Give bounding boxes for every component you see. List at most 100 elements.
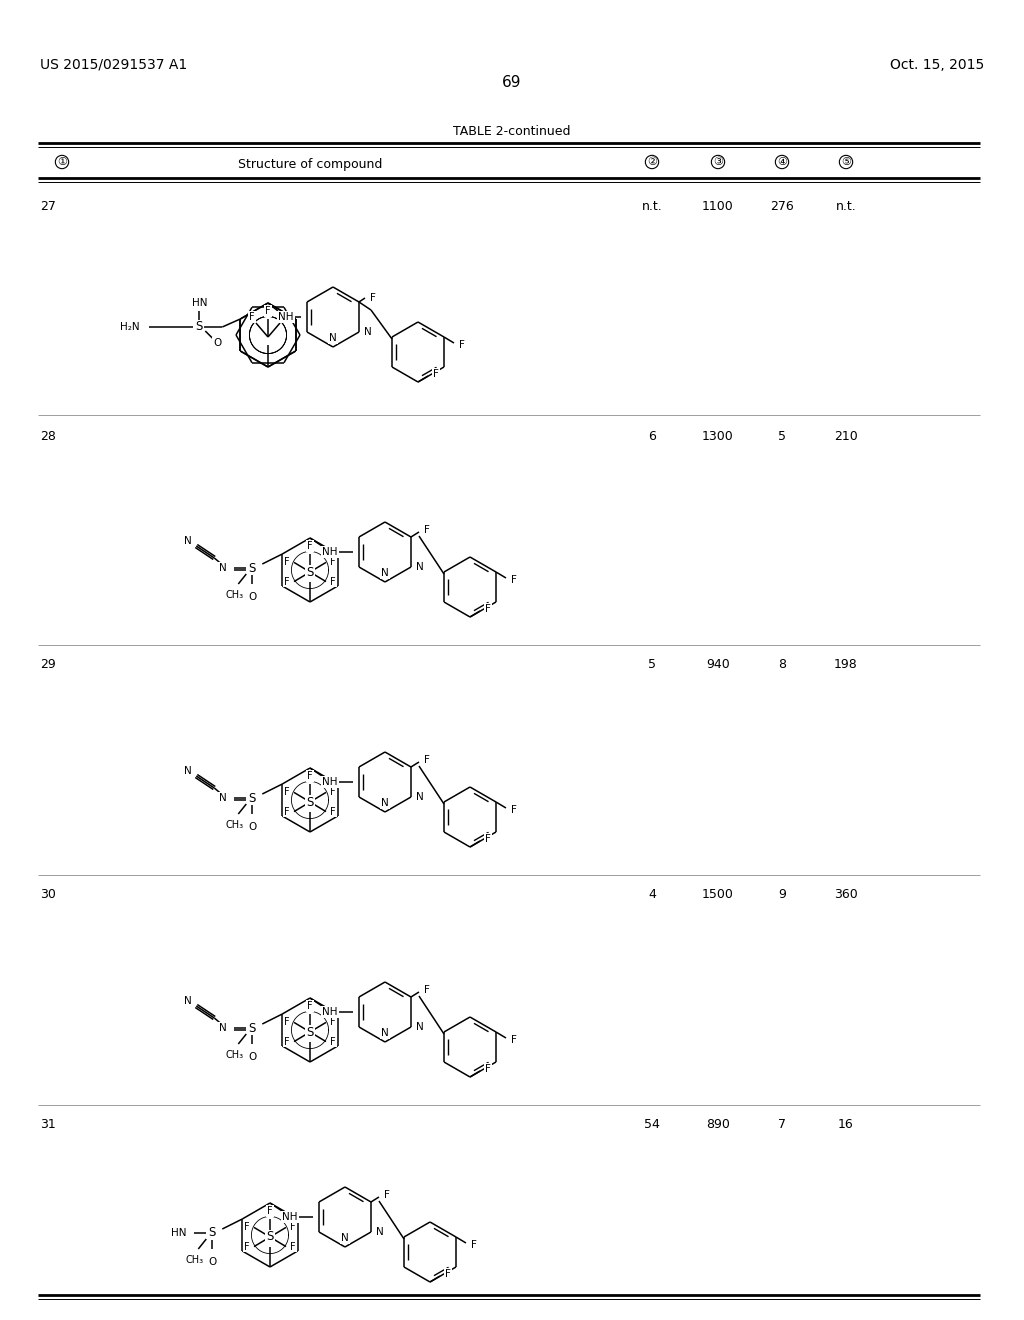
Text: NH: NH (283, 1212, 298, 1222)
Text: S: S (196, 321, 203, 334)
Text: F: F (471, 1239, 477, 1250)
Text: ④: ④ (777, 157, 787, 168)
Text: F: F (285, 807, 290, 817)
Text: 30: 30 (40, 888, 56, 902)
Text: 1300: 1300 (702, 430, 734, 444)
Text: HN: HN (191, 298, 207, 308)
Text: S: S (306, 1026, 313, 1039)
Text: NH: NH (323, 777, 338, 787)
Text: 16: 16 (838, 1118, 854, 1131)
Text: H₂N: H₂N (120, 322, 139, 333)
Text: 7: 7 (778, 1118, 786, 1131)
Text: F: F (285, 557, 290, 568)
Text: F: F (330, 577, 336, 586)
Text: 6: 6 (648, 430, 656, 444)
Text: F: F (370, 293, 376, 304)
Text: Oct. 15, 2015: Oct. 15, 2015 (890, 58, 984, 73)
Text: F: F (267, 1206, 272, 1216)
Text: N: N (184, 766, 193, 776)
Text: F: F (485, 834, 490, 843)
Text: F: F (384, 1191, 390, 1200)
Text: F: F (424, 985, 430, 995)
Text: NH: NH (323, 546, 338, 557)
Text: N: N (416, 1022, 424, 1032)
Text: S: S (306, 796, 313, 808)
Text: 69: 69 (502, 75, 522, 90)
Text: 8: 8 (778, 657, 786, 671)
Text: 1500: 1500 (702, 888, 734, 902)
Text: S: S (306, 565, 313, 578)
Text: F: F (244, 1242, 250, 1251)
Text: 29: 29 (40, 657, 55, 671)
Text: 940: 940 (707, 657, 730, 671)
Text: F: F (424, 755, 430, 766)
Text: F: F (249, 312, 255, 322)
Text: N: N (218, 564, 226, 573)
Text: US 2015/0291537 A1: US 2015/0291537 A1 (40, 58, 187, 73)
Text: N: N (184, 997, 193, 1006)
Text: F: F (285, 577, 290, 586)
Text: F: F (244, 1222, 250, 1233)
Text: F: F (285, 788, 290, 797)
Text: 5: 5 (778, 430, 786, 444)
Text: 54: 54 (644, 1118, 659, 1131)
Text: F: F (290, 1242, 296, 1251)
Text: S: S (209, 1226, 216, 1239)
Text: F: F (290, 1222, 296, 1233)
Text: HN: HN (171, 1228, 186, 1238)
Text: F: F (485, 605, 490, 614)
Text: F: F (433, 370, 439, 379)
Text: N: N (381, 568, 389, 578)
Text: ②: ② (647, 157, 657, 168)
Text: F: F (265, 306, 270, 315)
Text: F: F (285, 1018, 290, 1027)
Text: S: S (249, 792, 256, 804)
Text: CH₃: CH₃ (185, 1255, 204, 1265)
Text: N: N (381, 1028, 389, 1038)
Text: TABLE 2-continued: TABLE 2-continued (454, 125, 570, 139)
Text: N: N (341, 1233, 349, 1243)
Text: N: N (184, 536, 193, 546)
Text: n.t.: n.t. (836, 201, 856, 213)
Text: F: F (282, 312, 287, 322)
Text: F: F (330, 807, 336, 817)
Text: CH₃: CH₃ (225, 590, 244, 601)
Text: 9: 9 (778, 888, 786, 902)
Text: n.t.: n.t. (642, 201, 663, 213)
Text: N: N (376, 1228, 384, 1237)
Text: F: F (459, 341, 465, 350)
Text: ⑤: ⑤ (841, 157, 851, 168)
Text: F: F (485, 1064, 490, 1074)
Text: N: N (364, 327, 372, 337)
Text: F: F (424, 525, 430, 535)
Text: ③: ③ (713, 157, 723, 168)
Text: 890: 890 (707, 1118, 730, 1131)
Text: Structure of compound: Structure of compound (238, 158, 382, 172)
Text: O: O (248, 822, 256, 832)
Text: CH₃: CH₃ (225, 820, 244, 830)
Text: F: F (330, 1036, 336, 1047)
Text: NH: NH (323, 1007, 338, 1016)
Text: 276: 276 (770, 201, 794, 213)
Text: CH₃: CH₃ (225, 1049, 244, 1060)
Text: S: S (249, 561, 256, 574)
Text: 1100: 1100 (702, 201, 734, 213)
Text: 5: 5 (648, 657, 656, 671)
Text: O: O (213, 338, 221, 348)
Text: N: N (218, 793, 226, 803)
Text: N: N (218, 1023, 226, 1034)
Text: F: F (330, 788, 336, 797)
Text: S: S (249, 1022, 256, 1035)
Text: F: F (511, 805, 517, 814)
Text: N: N (416, 562, 424, 572)
Text: O: O (248, 1052, 256, 1063)
Text: F: F (511, 576, 517, 585)
Text: ①: ① (57, 157, 67, 168)
Text: 198: 198 (835, 657, 858, 671)
Text: 360: 360 (835, 888, 858, 902)
Text: F: F (511, 1035, 517, 1045)
Text: N: N (329, 333, 337, 343)
Text: 27: 27 (40, 201, 56, 213)
Text: O: O (248, 591, 256, 602)
Text: O: O (208, 1257, 216, 1267)
